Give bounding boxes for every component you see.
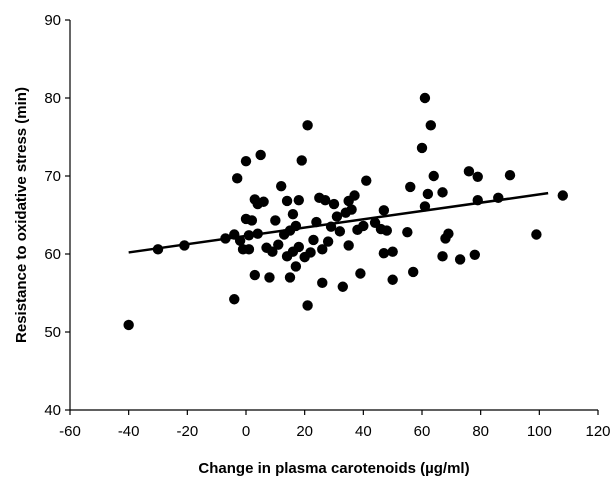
data-point	[267, 246, 278, 257]
x-tick-label: -60	[59, 423, 81, 440]
y-tick-label: 50	[44, 324, 61, 341]
x-tick-label: -40	[118, 423, 140, 440]
data-point	[361, 175, 372, 186]
y-tick-label: 80	[44, 90, 61, 107]
data-point	[322, 236, 334, 247]
ticks: 40 50 60 70 80 90 -60 -40 -20 0 20 40 60 80 100 120	[44, 12, 610, 440]
data-point	[428, 170, 439, 182]
data-point	[240, 155, 252, 167]
data-point	[419, 92, 431, 104]
data-point	[437, 251, 448, 262]
data-point	[232, 173, 243, 184]
data-point	[425, 120, 436, 131]
data-point	[349, 190, 360, 201]
data-point	[296, 155, 307, 166]
axes	[69, 20, 598, 411]
data-point	[472, 194, 483, 206]
data-point	[302, 300, 313, 311]
y-tick-label: 90	[44, 12, 61, 29]
data-point	[234, 235, 246, 246]
data-point	[557, 190, 568, 201]
data-point	[416, 142, 428, 154]
y-tick-label: 60	[44, 246, 61, 263]
data-point	[437, 187, 448, 198]
data-point	[311, 216, 322, 228]
data-point	[419, 201, 431, 212]
data-point	[229, 294, 240, 305]
plot-area	[123, 92, 568, 331]
data-point	[387, 246, 398, 257]
data-point	[493, 192, 504, 204]
data-point	[293, 241, 304, 253]
data-point	[331, 211, 343, 222]
data-point	[273, 239, 284, 250]
data-point	[387, 274, 398, 285]
data-point	[305, 247, 316, 258]
data-point	[504, 170, 516, 181]
data-point	[378, 205, 390, 216]
data-point	[249, 269, 260, 281]
data-point	[469, 249, 480, 260]
data-point	[346, 204, 357, 215]
data-point	[179, 240, 190, 251]
data-point	[264, 272, 275, 283]
x-tick-label: 100	[527, 423, 552, 440]
data-point	[531, 229, 542, 240]
x-tick-label: 120	[585, 423, 610, 440]
data-point	[284, 272, 296, 283]
data-point	[325, 221, 337, 232]
data-point	[276, 180, 287, 192]
data-point	[422, 188, 434, 200]
x-axis-title: Change in plasma carotenoids (µg/ml)	[198, 460, 469, 477]
data-point	[378, 248, 390, 259]
y-tick-label: 70	[44, 168, 61, 185]
data-point	[243, 230, 255, 241]
data-point	[220, 233, 231, 244]
x-tick-label: 80	[472, 423, 489, 440]
data-point	[243, 244, 255, 255]
data-point	[123, 319, 134, 331]
data-point	[255, 149, 266, 161]
data-point	[252, 228, 263, 239]
data-point	[308, 234, 319, 246]
x-tick-label: 20	[296, 423, 313, 440]
data-point	[381, 225, 392, 236]
data-point	[152, 244, 164, 255]
y-axis-title: Resistance to oxidative stress (min)	[13, 87, 30, 343]
data-point	[405, 181, 416, 193]
data-point	[358, 220, 369, 232]
data-point	[402, 226, 413, 238]
data-point	[246, 215, 258, 226]
data-point	[454, 254, 466, 265]
data-point	[287, 209, 299, 220]
data-point	[281, 195, 293, 207]
data-point	[290, 261, 302, 272]
x-tick-label: 40	[355, 423, 372, 440]
x-tick-label: 0	[242, 423, 250, 440]
data-point	[270, 215, 281, 226]
x-tick-label: -20	[176, 423, 198, 440]
data-point	[463, 166, 475, 177]
data-point	[258, 196, 269, 207]
data-point	[302, 120, 313, 131]
data-point	[320, 194, 331, 206]
data-point	[293, 194, 304, 206]
data-point	[317, 277, 328, 289]
data-point	[337, 281, 348, 292]
data-point	[472, 171, 483, 182]
data-point	[443, 228, 454, 239]
data-point	[328, 198, 340, 210]
x-tick-label: 60	[414, 423, 431, 440]
data-point	[317, 244, 328, 255]
data-point	[408, 266, 419, 278]
data-point	[355, 268, 366, 279]
data-point	[343, 240, 354, 251]
data-point	[290, 220, 302, 232]
y-tick-label: 40	[44, 402, 61, 419]
data-point	[334, 226, 346, 237]
